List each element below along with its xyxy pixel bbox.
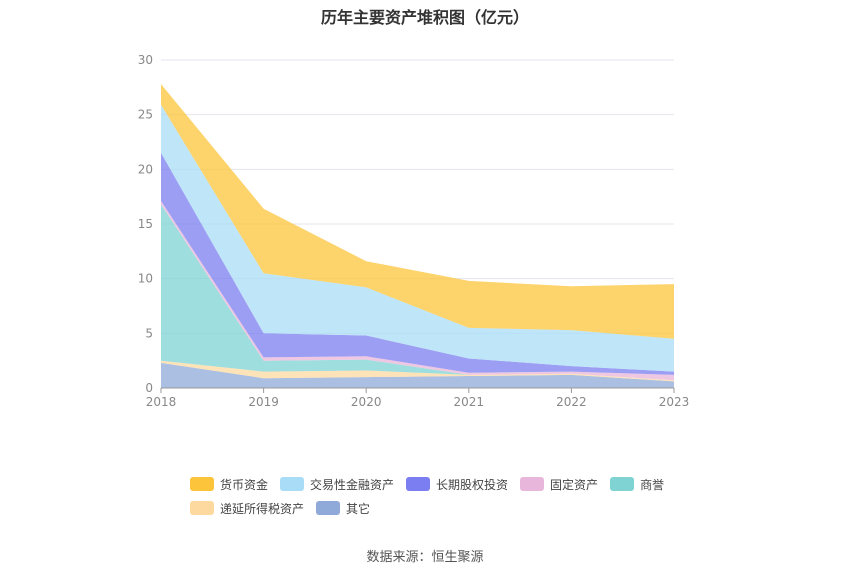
- axes: 0 5 10 15 20 25 30 2018 2019 2020 2021 2022 2023: [138, 53, 690, 409]
- area-series-0[interactable]: [161, 362, 674, 388]
- legend-item-goodwill[interactable]: 商誉: [610, 476, 664, 493]
- legend-item-trading-assets[interactable]: 交易性金融资产: [280, 476, 394, 493]
- x-tick-label: 2020: [351, 395, 382, 409]
- stacked-area-chart: 0 5 10 15 20 25 30 2018 2019 2020 2021 2022 2023: [138, 53, 690, 409]
- y-tick-label: 10: [138, 272, 153, 286]
- x-tick-label: 2022: [556, 395, 587, 409]
- legend-label: 商誉: [640, 477, 665, 492]
- legend-swatch: [406, 477, 431, 491]
- legend-item-cash[interactable]: 货币资金: [190, 476, 268, 493]
- y-tick-label: 15: [138, 217, 153, 231]
- legend-label: 其它: [346, 501, 371, 516]
- legend-label: 货币资金: [220, 477, 269, 492]
- area-series-2[interactable]: [161, 204, 674, 381]
- legend-label: 长期股权投资: [436, 477, 509, 492]
- source-note: 数据来源：恒生聚源: [366, 550, 484, 565]
- legend-swatch: [610, 477, 635, 491]
- legend-swatch: [190, 477, 214, 491]
- x-tick-label: 2018: [146, 395, 177, 409]
- area-series-1[interactable]: [161, 360, 674, 382]
- y-tick-label: 30: [138, 53, 153, 67]
- legend-item-deferred-tax[interactable]: 递延所得税资产: [190, 500, 304, 517]
- area-layers: [161, 84, 674, 388]
- legend-row-1: 货币资金 交易性金融资产 长期股权投资 固定资产 商誉: [190, 472, 690, 496]
- x-tick-label: 2023: [659, 395, 690, 409]
- legend-label: 交易性金融资产: [310, 477, 395, 492]
- legend-item-lt-equity[interactable]: 长期股权投资: [406, 476, 508, 493]
- legend-swatch: [190, 501, 214, 515]
- y-tick-label: 25: [138, 108, 153, 122]
- y-tick-label: 5: [145, 326, 153, 340]
- x-tick-label: 2019: [248, 395, 279, 409]
- chart-title: 历年主要资产堆积图（亿元）: [320, 8, 529, 27]
- legend-label: 递延所得税资产: [220, 501, 305, 516]
- y-tick-label: 20: [138, 162, 153, 176]
- legend-swatch: [520, 477, 545, 491]
- area-series-6[interactable]: [161, 84, 674, 339]
- area-series-5[interactable]: [161, 104, 674, 372]
- y-tick-label: 0: [145, 381, 153, 395]
- x-tick-label: 2021: [454, 395, 485, 409]
- legend-item-fixed-assets[interactable]: 固定资产: [520, 476, 598, 493]
- legend-label: 固定资产: [550, 477, 599, 492]
- legend: 货币资金 交易性金融资产 长期股权投资 固定资产 商誉 递延所得税资产 其它: [190, 472, 690, 520]
- legend-swatch: [280, 477, 305, 491]
- legend-item-other[interactable]: 其它: [316, 500, 370, 517]
- legend-row-2: 递延所得税资产 其它: [190, 496, 690, 520]
- legend-swatch: [316, 501, 341, 515]
